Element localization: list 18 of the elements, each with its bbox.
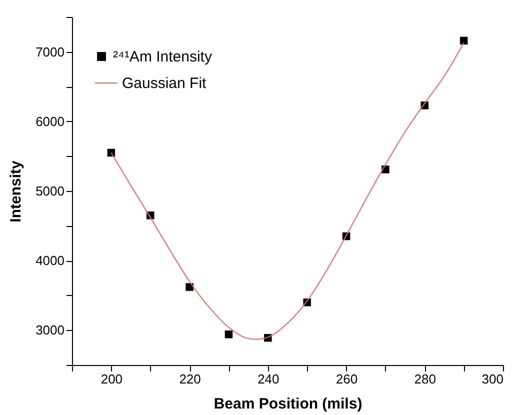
x-tick-label: 260 xyxy=(336,372,358,386)
legend-label: ²⁴¹Am Intensity xyxy=(113,48,212,66)
point xyxy=(186,283,194,291)
x-tick-label: 280 xyxy=(414,372,436,386)
legend-label: Gaussian Fit xyxy=(122,75,208,92)
point xyxy=(460,36,468,45)
y-axis-title: Intensity xyxy=(8,160,25,222)
point xyxy=(224,330,233,338)
x-tick-label: 200 xyxy=(100,372,123,386)
y-tick-label: 4000 xyxy=(36,253,64,268)
x-tick-label: 220 xyxy=(179,372,201,386)
x-axis-title: Beam Position (mils) xyxy=(214,396,362,412)
x-tick-label: 240 xyxy=(258,372,280,386)
y-tick-label: 3000 xyxy=(36,322,64,338)
x-tick-label: 300 xyxy=(482,372,504,386)
y-tick-label: 5000 xyxy=(36,184,64,198)
y-tick-label: 6000 xyxy=(36,114,64,129)
y-tick-label: 7000 xyxy=(36,44,64,60)
